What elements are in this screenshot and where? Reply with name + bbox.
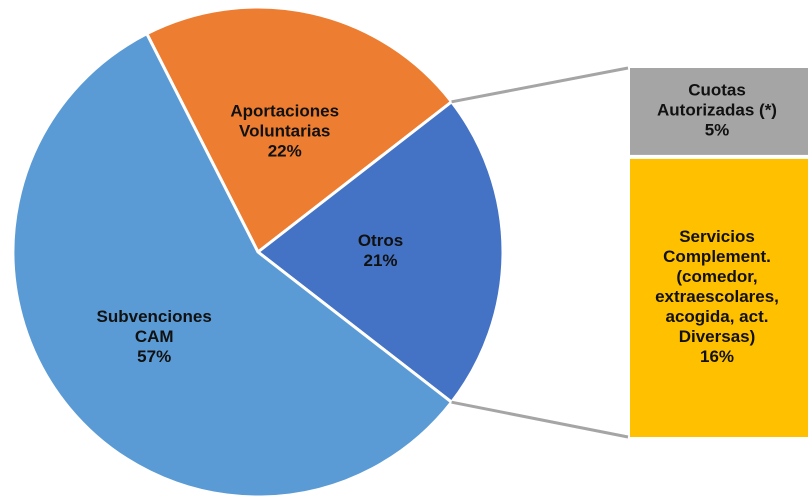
bar-label-value: 16% [700,347,734,366]
connector [451,400,629,439]
slice-label-value: 22% [268,142,302,161]
slice-label-value: 21% [363,251,397,270]
bar-segment [630,68,808,155]
pie-slice [11,31,454,498]
connector [451,66,629,104]
slice-label-value: 57% [137,347,171,366]
bar-label-value: 5% [705,121,730,140]
bar-label: Servicios Complement. (comedor, extraescola… [655,227,779,366]
bar-segment [630,158,808,437]
slice-label: Aportaciones Voluntarias 22% [230,102,339,161]
slice-label: Otros 21% [358,231,403,270]
pie-slice [144,5,454,255]
bar-label: Cuotas Autorizadas (*) 5% [657,81,777,140]
pie-slice [255,99,505,405]
slice-label: Subvenciones CAM 57% [97,307,212,366]
